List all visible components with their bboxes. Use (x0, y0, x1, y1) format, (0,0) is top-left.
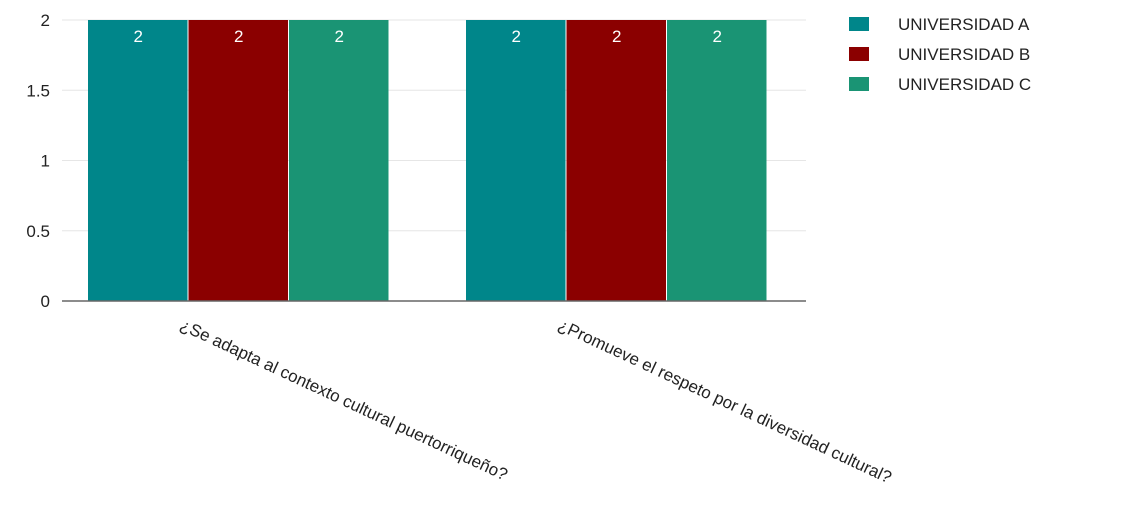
y-tick-label: 1 (41, 152, 50, 171)
y-tick-label: 2 (41, 11, 50, 30)
legend-entry: UNIVERSIDAD C (898, 75, 1031, 94)
category-label: ¿Promueve el respeto por la diversidad c… (555, 315, 894, 487)
bar-value-label: 2 (335, 27, 344, 46)
bar-value-label: 2 (713, 27, 722, 46)
legend-entry: UNIVERSIDAD A (898, 15, 1030, 34)
bar-value-label: 2 (234, 27, 243, 46)
bar (289, 20, 389, 301)
legend-entry: UNIVERSIDAD B (898, 45, 1030, 64)
bar-value-label: 2 (134, 27, 143, 46)
bar-value-label: 2 (512, 27, 521, 46)
bar (466, 20, 566, 301)
legend-swatch (849, 17, 869, 31)
category-label: ¿Se adapta al contexto cultural puertorr… (177, 315, 511, 484)
bar (667, 20, 767, 301)
legend-swatch (849, 47, 869, 61)
bar (88, 20, 188, 301)
y-tick-label: 0 (41, 292, 50, 311)
bar (188, 20, 288, 301)
bar-value-label: 2 (612, 27, 621, 46)
y-tick-label: 0.5 (26, 222, 50, 241)
legend-swatch (849, 77, 869, 91)
bar (566, 20, 666, 301)
y-tick-label: 1.5 (26, 81, 50, 100)
